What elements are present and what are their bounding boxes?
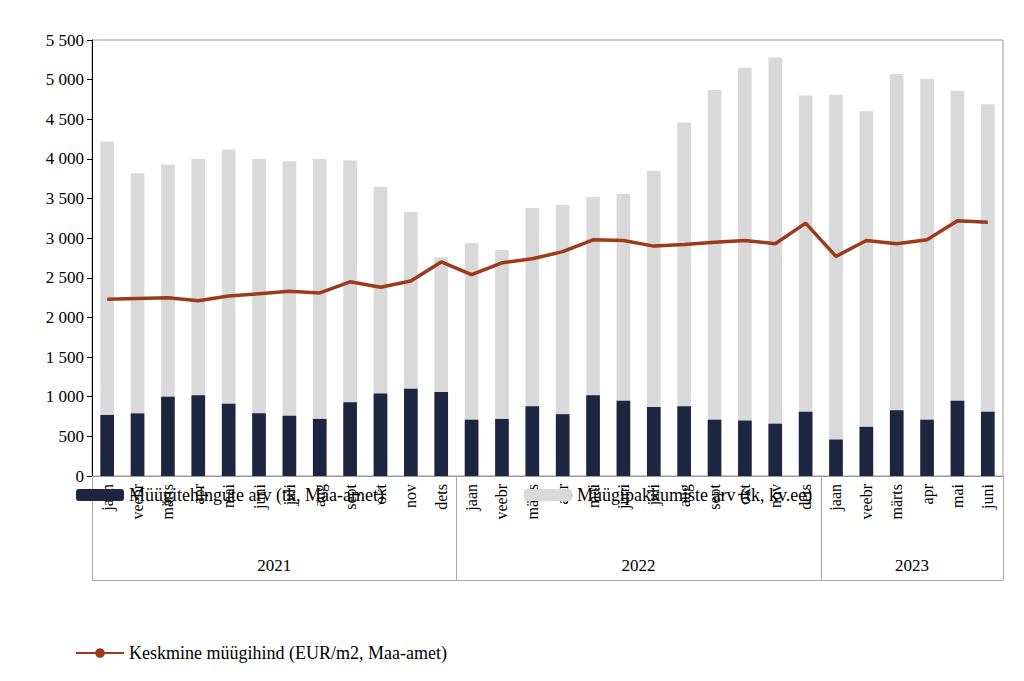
svg-text:veebr: veebr <box>493 483 510 519</box>
svg-text:3 500: 3 500 <box>46 189 84 208</box>
svg-text:5 000: 5 000 <box>46 70 84 89</box>
svg-text:juni: juni <box>979 483 997 509</box>
svg-text:0: 0 <box>76 467 85 486</box>
svg-text:2023: 2023 <box>895 556 929 575</box>
svg-text:jaan: jaan <box>463 484 481 512</box>
svg-text:2022: 2022 <box>622 556 656 575</box>
svg-text:Keskmine müügihind (EUR/m2, Ma: Keskmine müügihind (EUR/m2, Maa-amet) <box>129 643 447 664</box>
svg-text:Müügitehingute arv (tk, Maa-am: Müügitehingute arv (tk, Maa-amet) <box>129 485 384 506</box>
svg-text:apr: apr <box>919 483 937 504</box>
svg-text:nov: nov <box>402 484 419 508</box>
svg-text:mai: mai <box>949 483 966 508</box>
svg-text:5 500: 5 500 <box>46 31 84 50</box>
svg-text:4 500: 4 500 <box>46 110 84 129</box>
svg-text:2 500: 2 500 <box>46 268 84 287</box>
svg-text:1 500: 1 500 <box>46 348 84 367</box>
svg-text:2 000: 2 000 <box>46 308 84 327</box>
svg-text:4 000: 4 000 <box>46 149 84 168</box>
svg-text:märts: märts <box>888 484 905 520</box>
svg-text:apr: apr <box>554 484 572 505</box>
svg-text:jaan: jaan <box>98 484 116 511</box>
svg-text:jaan: jaan <box>827 484 845 512</box>
svg-text:2021: 2021 <box>257 556 291 575</box>
svg-text:veebr: veebr <box>858 483 875 519</box>
svg-text:500: 500 <box>59 427 85 446</box>
svg-text:1 000: 1 000 <box>46 387 84 406</box>
svg-text:3 000: 3 000 <box>46 229 84 248</box>
svg-text:dets: dets <box>433 484 450 510</box>
svg-text:märts: märts <box>523 484 541 520</box>
svg-text:Müügipakkumiste arv (tk, kv.ee: Müügipakkumiste arv (tk, kv.ee) <box>577 485 812 506</box>
